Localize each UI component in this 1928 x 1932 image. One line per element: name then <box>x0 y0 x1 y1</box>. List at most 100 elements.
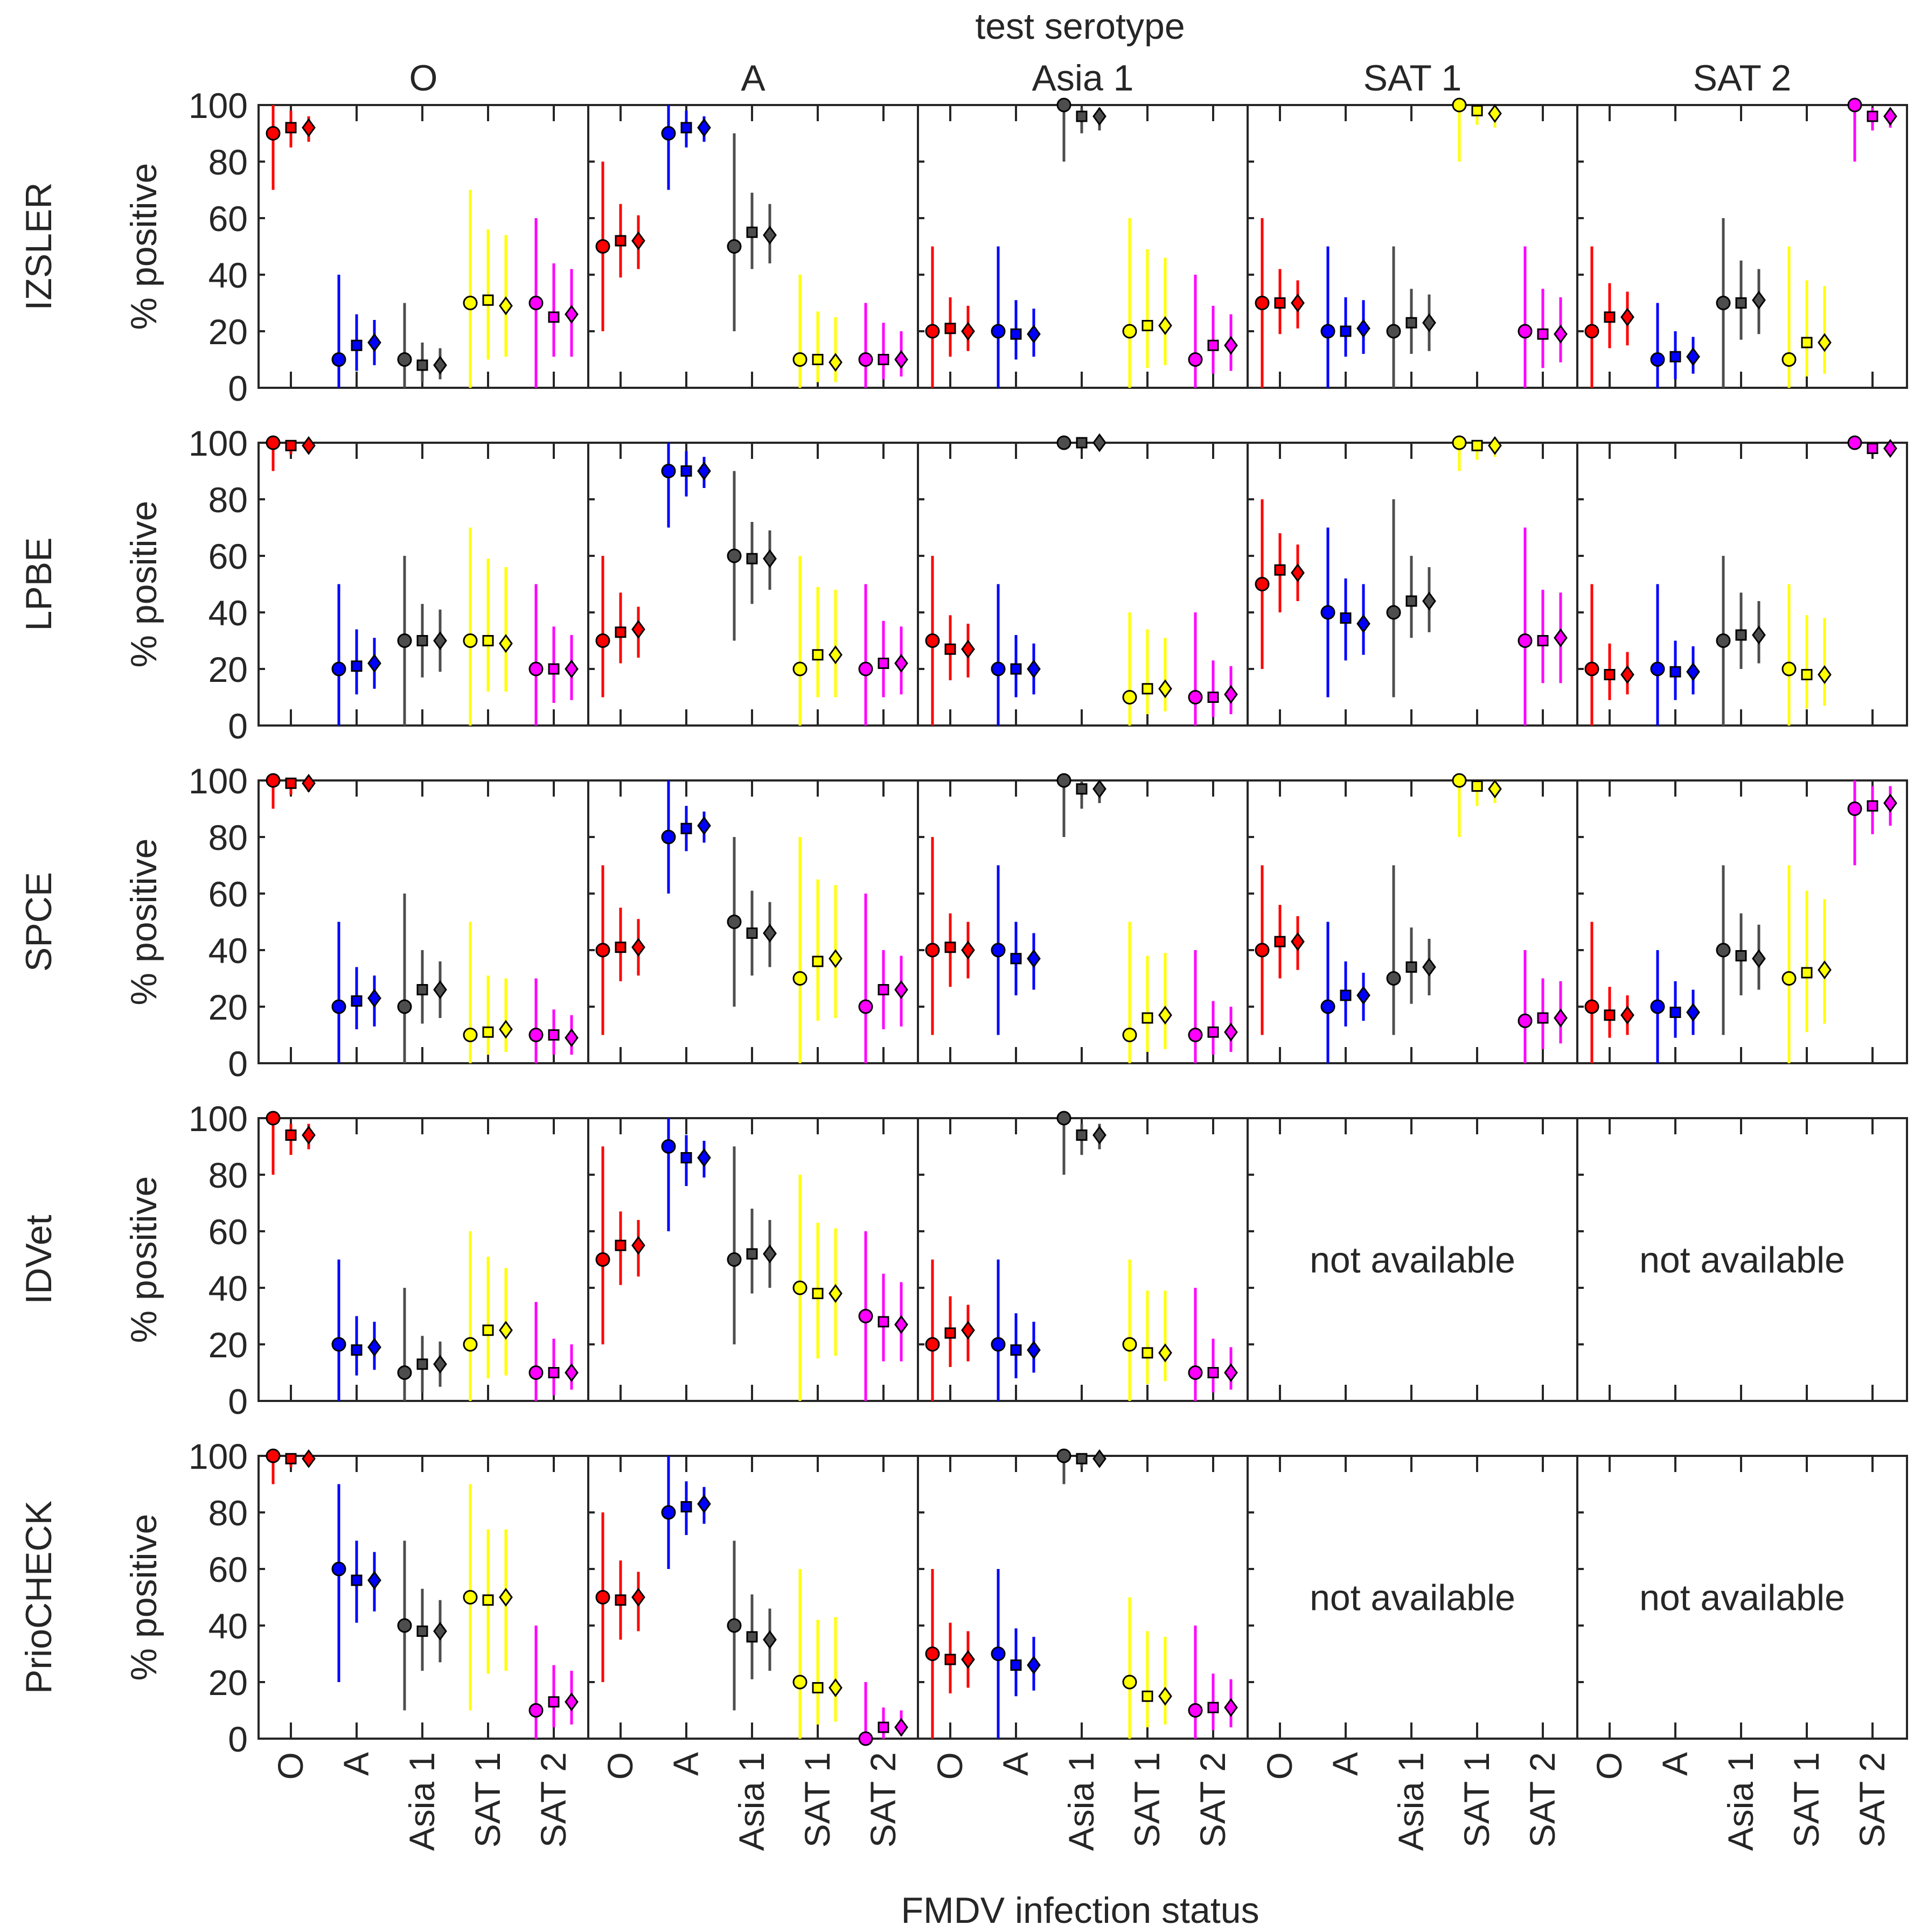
point-sat-1-diamond <box>499 1020 513 1039</box>
point-a-circle <box>1650 661 1665 676</box>
point-o-diamond <box>1620 1006 1634 1025</box>
point-o-diamond <box>302 773 316 793</box>
point-o-diamond <box>961 1321 975 1340</box>
point-sat-2-circle <box>1188 1028 1203 1042</box>
point-o-circle <box>925 943 940 958</box>
point-sat-1-diamond <box>499 634 513 653</box>
point-asia-1-diamond <box>433 355 447 375</box>
point-asia-1-circle <box>1056 97 1071 113</box>
x-tick-label-o: O <box>270 1752 310 1780</box>
panel-izsler-asia-1 <box>917 97 1249 389</box>
point-o-circle <box>595 239 610 254</box>
point-o-diamond <box>1291 932 1305 951</box>
point-a-diamond <box>1356 319 1370 338</box>
point-sat-1-square <box>482 1594 494 1606</box>
y-axis-label: % positive <box>123 839 164 1006</box>
point-sat-1-square <box>812 955 824 967</box>
point-sat-1-circle <box>1452 97 1467 113</box>
point-asia-1-circle <box>1386 605 1401 620</box>
point-asia-1-diamond <box>1092 1125 1106 1145</box>
point-asia-1-diamond <box>1092 107 1106 126</box>
y-tick-label: 80 <box>208 1155 248 1195</box>
x-tick-label-asia-1: Asia 1 <box>402 1752 442 1851</box>
point-sat-2-square <box>878 984 889 995</box>
panel-izsler-o <box>257 104 589 389</box>
point-sat-2-square <box>548 663 560 675</box>
point-asia-1-diamond <box>433 1355 447 1374</box>
point-asia-1-square <box>746 226 758 238</box>
point-sat-2-square <box>1207 692 1219 703</box>
point-sat-2-circle <box>1847 801 1862 816</box>
panel-lpbe-sat-2 <box>1576 435 1908 727</box>
panel-idvet-a <box>587 1117 919 1402</box>
panel-priocheck-sat-2: not available <box>1576 1455 1908 1740</box>
point-a-circle <box>331 352 346 367</box>
row-title-izsler: IZSLER <box>18 182 59 310</box>
panel-priocheck-sat-1: not available <box>1247 1455 1578 1740</box>
point-sat-2-diamond <box>1224 685 1238 704</box>
point-a-circle <box>991 661 1006 676</box>
y-tick-label: 0 <box>228 1719 248 1759</box>
point-sat-1-circle <box>1122 324 1137 339</box>
point-sat-2-square <box>878 354 889 365</box>
point-a-diamond <box>1686 1002 1700 1022</box>
point-o-circle <box>1584 661 1599 676</box>
point-asia-1-diamond <box>1422 957 1436 977</box>
point-a-circle <box>661 1139 676 1154</box>
point-sat-2-square <box>548 1029 560 1041</box>
point-asia-1-circle <box>727 548 742 563</box>
point-sat-2-circle <box>528 1703 544 1718</box>
point-asia-1-diamond <box>1092 1449 1106 1468</box>
panel-izsler-sat-2 <box>1576 97 1908 389</box>
point-sat-1-circle <box>1122 690 1137 705</box>
point-o-circle <box>925 324 940 339</box>
point-asia-1-circle <box>1056 773 1071 788</box>
y-tick-label: 60 <box>208 199 248 239</box>
point-sat-1-square <box>812 354 824 365</box>
point-o-diamond <box>302 1449 316 1468</box>
point-asia-1-circle <box>1056 1111 1071 1126</box>
point-sat-1-circle <box>1452 435 1467 450</box>
point-o-circle <box>925 633 940 648</box>
point-a-square <box>1010 328 1022 340</box>
point-sat-2-diamond <box>565 1692 579 1712</box>
point-sat-1-square <box>482 1324 494 1336</box>
point-a-square <box>680 122 692 134</box>
point-o-circle <box>595 1590 610 1605</box>
point-sat-1-circle <box>1122 1337 1137 1352</box>
point-a-diamond <box>367 653 381 673</box>
panel-lpbe-asia-1 <box>917 433 1249 727</box>
point-asia-1-square <box>1405 317 1417 329</box>
x-tick-label-o: O <box>600 1752 640 1780</box>
point-a-diamond <box>1027 949 1041 968</box>
x-tick-label-o: O <box>1589 1752 1629 1780</box>
point-asia-1-diamond <box>433 1621 447 1641</box>
point-sat-2-circle <box>1188 1703 1203 1718</box>
point-sat-2-circle <box>1188 1365 1203 1380</box>
point-o-diamond <box>961 1650 975 1669</box>
point-o-circle <box>1584 999 1599 1014</box>
point-sat-2-circle <box>1847 97 1862 113</box>
point-o-diamond <box>631 619 645 639</box>
point-a-diamond <box>367 333 381 352</box>
point-sat-1-diamond <box>1158 679 1172 699</box>
point-asia-1-circle <box>1056 435 1071 450</box>
panel-idvet-sat-2: not available <box>1576 1117 1908 1402</box>
point-sat-2-square <box>1867 800 1878 812</box>
point-o-diamond <box>1620 308 1634 327</box>
point-sat-1-circle <box>463 633 478 648</box>
panel-priocheck-o <box>257 1448 589 1740</box>
point-o-circle <box>595 633 610 648</box>
point-o-diamond <box>1291 563 1305 583</box>
point-sat-1-circle <box>463 1028 478 1042</box>
point-asia-1-square <box>1405 595 1417 607</box>
point-o-square <box>944 323 956 334</box>
panel-frame <box>257 442 589 727</box>
point-a-circle <box>331 661 346 676</box>
y-tick-label: 40 <box>208 255 248 295</box>
x-tick-label-sat-1: SAT 1 <box>468 1752 507 1847</box>
point-a-diamond <box>697 1148 711 1168</box>
point-sat-1-circle <box>463 1590 478 1605</box>
panel-spce-o <box>257 773 589 1064</box>
point-sat-1-diamond <box>1818 333 1832 352</box>
